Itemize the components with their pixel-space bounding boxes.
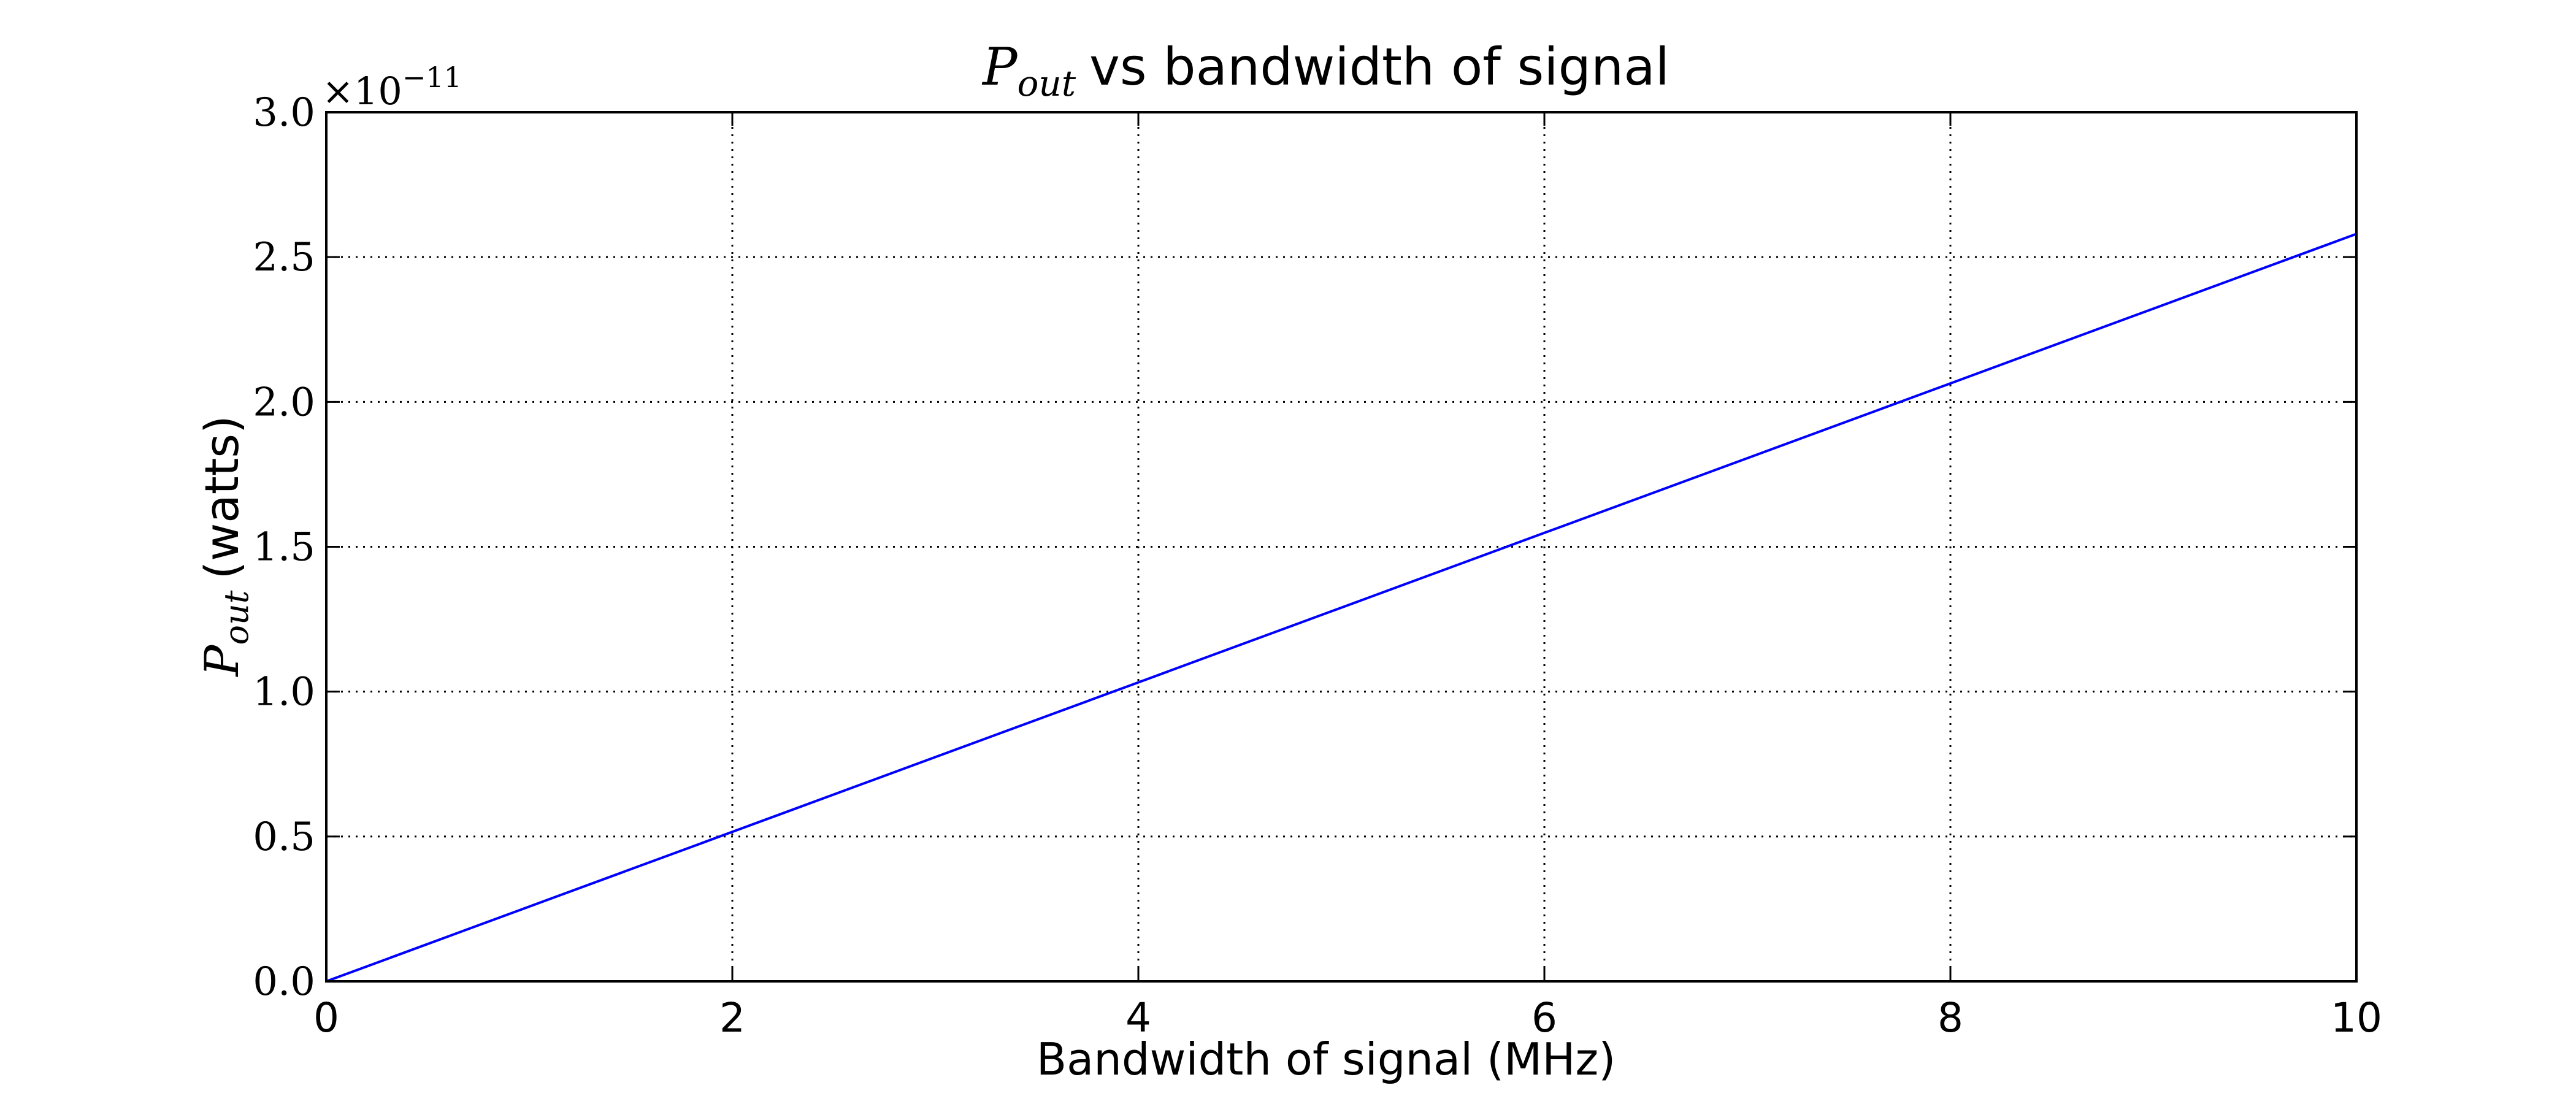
y-scale-multiplier: ×10−11 [322, 61, 462, 113]
x-tick-label: 4 [1125, 994, 1151, 1041]
x-axis-label: Bandwidth of signal (MHz) [1037, 1033, 1616, 1085]
grid-lines [326, 112, 2356, 981]
y-tick-label: 3.0 [253, 90, 315, 136]
title-symbol: P [981, 37, 1018, 97]
axes-frame [325, 111, 2358, 983]
y-tick-label: 1.5 [253, 525, 315, 570]
y-tick-label: 2.5 [253, 235, 315, 280]
y-tick-label: 1.0 [253, 670, 315, 715]
x-tick-label: 10 [2331, 994, 2382, 1041]
title-subscript: out [1018, 63, 1076, 104]
y-tick-label: 2.0 [253, 380, 315, 425]
y-label-symbol: P [194, 644, 249, 678]
x-tick-labels: 0 2 4 6 8 10 [313, 994, 2382, 1041]
x-tick-label: 0 [313, 994, 339, 1041]
y-label-subscript: out [217, 590, 256, 645]
y-axis-label: Pout (watts) [194, 415, 256, 677]
x-tick-label: 2 [719, 994, 745, 1041]
y-scale-prefix: ×10 [322, 69, 402, 113]
y-label-text: (watts) [194, 415, 249, 579]
series-line [326, 232, 2357, 983]
y-tick-label: 0.5 [253, 815, 315, 860]
y-tick-label: 0.0 [253, 959, 315, 1005]
x-tick-label: 8 [1938, 994, 1963, 1041]
chart-title: Pout vs bandwidth of signal [981, 37, 1669, 104]
title-text: vs bandwidth of signal [1089, 37, 1669, 97]
series-layer [326, 232, 2357, 983]
y-scale-exponent: −11 [402, 61, 462, 94]
x-tick-label: 6 [1531, 994, 1557, 1041]
y-tick-labels: 0.0 0.5 1.0 1.5 2.0 2.5 3.0 [253, 90, 315, 1005]
